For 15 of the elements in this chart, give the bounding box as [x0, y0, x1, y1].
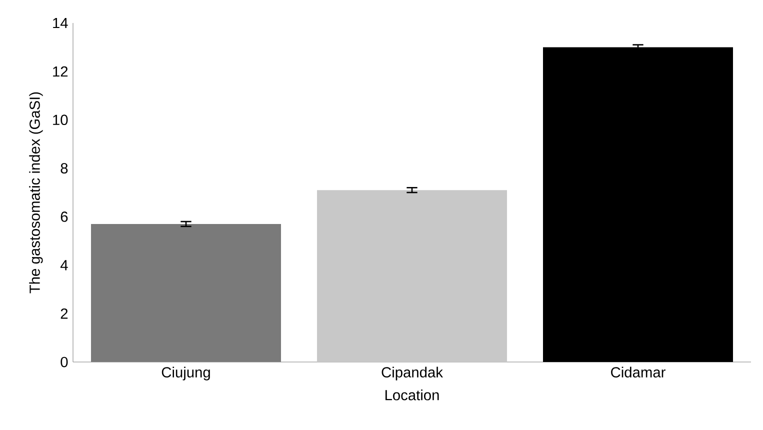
x-tick-label: Cidamar — [611, 366, 666, 378]
y-tick-label: 10 — [53, 114, 68, 126]
x-axis-title: Location — [385, 390, 439, 400]
bar — [543, 47, 733, 362]
y-tick-label: 6 — [60, 212, 68, 222]
y-axis-title: The gastosomatic index (GaSI) — [29, 92, 43, 294]
x-tick-label: Ciujung — [162, 366, 210, 380]
bar — [317, 190, 508, 362]
y-tick-label: 0 — [60, 356, 68, 368]
y-tick-label: 14 — [53, 18, 68, 28]
y-tick-label: 12 — [53, 66, 68, 77]
y-tick-label: 4 — [60, 260, 68, 270]
y-tick-label: 2 — [60, 308, 68, 319]
y-tick-label: 8 — [60, 163, 68, 174]
x-tick-label: Cipandak — [382, 366, 443, 380]
